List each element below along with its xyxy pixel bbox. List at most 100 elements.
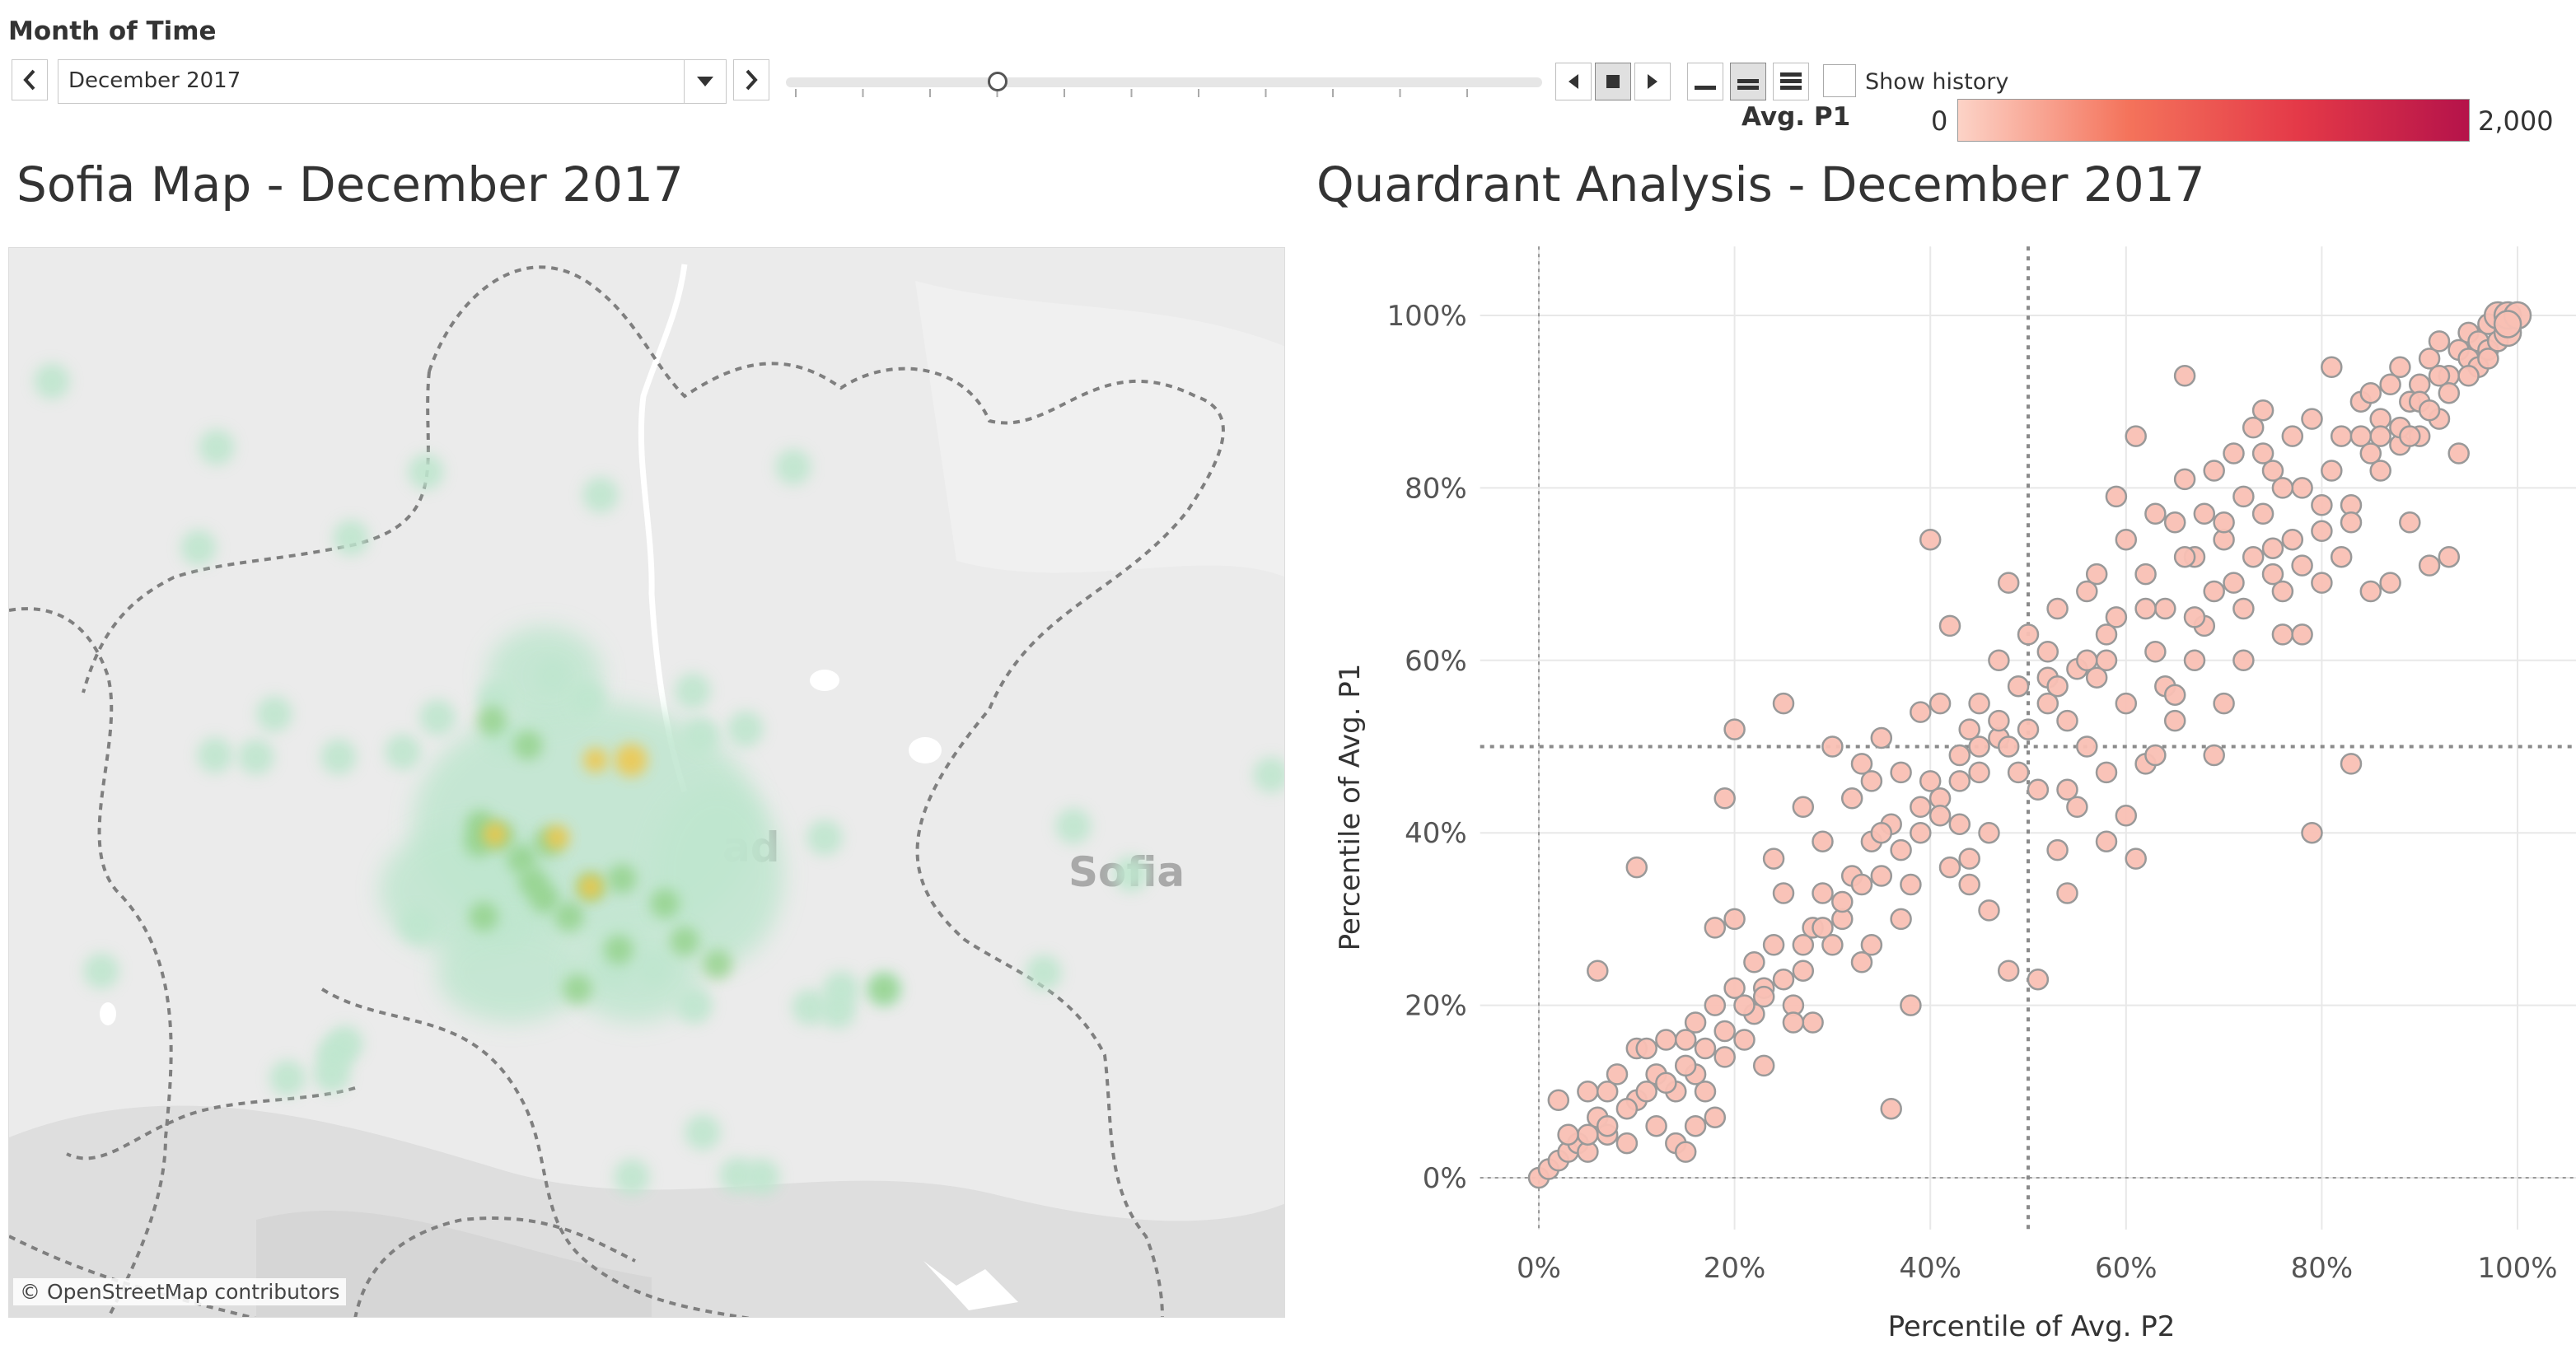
- scatter-point[interactable]: [1812, 882, 1834, 904]
- scatter-point[interactable]: [2311, 572, 2333, 594]
- scatter-point[interactable]: [1870, 726, 1893, 749]
- scatter-point[interactable]: [2359, 580, 2382, 603]
- scatter-point[interactable]: [2046, 597, 2069, 620]
- scatter-point[interactable]: [2359, 381, 2382, 404]
- scatter-point[interactable]: [1958, 847, 1980, 870]
- scatter-point[interactable]: [2036, 692, 2059, 715]
- scatter-point[interactable]: [2232, 485, 2255, 508]
- scatter-point[interactable]: [1694, 1081, 1717, 1103]
- scatter-point[interactable]: [2163, 511, 2186, 534]
- scatter-point[interactable]: [1900, 873, 1922, 896]
- scatter-point[interactable]: [1978, 821, 2000, 844]
- scatter-point[interactable]: [1978, 899, 2000, 922]
- scatter-point[interactable]: [2203, 580, 2225, 603]
- scatter-point[interactable]: [1772, 882, 1795, 904]
- map-canvas[interactable]: ad Sofia: [9, 248, 1285, 1318]
- scatter-point[interactable]: [2144, 744, 2167, 767]
- scatter-point[interactable]: [2291, 554, 2313, 577]
- scatter-point[interactable]: [2173, 468, 2196, 491]
- scatter-point[interactable]: [1910, 796, 1932, 819]
- scatter-point[interactable]: [2291, 623, 2313, 646]
- scatter-point[interactable]: [1968, 692, 1990, 715]
- scatter-point[interactable]: [1792, 959, 1815, 982]
- scatter-point[interactable]: [1821, 934, 1844, 956]
- scatter-point[interactable]: [2399, 511, 2421, 534]
- scatter-point[interactable]: [2046, 838, 2069, 861]
- scatter-point[interactable]: [2379, 572, 2401, 594]
- sofia-map[interactable]: ad Sofia: [8, 247, 1285, 1318]
- scatter-point[interactable]: [2125, 425, 2147, 447]
- previous-month-button[interactable]: [12, 59, 48, 100]
- scatter-point[interactable]: [1890, 761, 1912, 784]
- scatter-point[interactable]: [2379, 373, 2401, 396]
- scatter-point[interactable]: [2144, 502, 2167, 525]
- scatter-point[interactable]: [1988, 649, 2010, 672]
- scatter-point[interactable]: [2173, 365, 2196, 387]
- time-slider-handle[interactable]: [988, 72, 1008, 91]
- scatter-point[interactable]: [2007, 675, 2030, 698]
- scatter-point[interactable]: [2330, 425, 2353, 447]
- scatter-point[interactable]: [1870, 821, 1893, 844]
- scatter-point[interactable]: [2369, 425, 2391, 447]
- scatter-point[interactable]: [1821, 735, 1844, 758]
- scatter-point[interactable]: [1704, 994, 1727, 1016]
- scatter-point[interactable]: [1684, 1114, 1707, 1137]
- scatter-point[interactable]: [1762, 934, 1785, 956]
- scatter-point[interactable]: [2036, 641, 2059, 663]
- scatter-point[interactable]: [2418, 348, 2441, 370]
- speed-slow-button[interactable]: [1687, 63, 1723, 100]
- scatter-point[interactable]: [2027, 778, 2050, 801]
- scatter-point[interactable]: [1713, 1020, 1736, 1043]
- scatter-point[interactable]: [2007, 761, 2030, 784]
- scatter-point[interactable]: [2085, 563, 2108, 586]
- scatter-point[interactable]: [2271, 623, 2294, 646]
- scatter-point[interactable]: [2301, 821, 2323, 844]
- scatter-point[interactable]: [2046, 675, 2069, 698]
- scatter-point[interactable]: [1577, 1081, 1599, 1103]
- scatter-point[interactable]: [1812, 917, 1834, 939]
- scatter-point[interactable]: [2213, 511, 2235, 534]
- scatter-point[interactable]: [2251, 442, 2274, 465]
- scatter-point[interactable]: [1704, 917, 1727, 939]
- scatter-point[interactable]: [1694, 1037, 1717, 1060]
- scatter-point[interactable]: [1733, 994, 1756, 1016]
- scatter-point[interactable]: [2105, 485, 2128, 508]
- scatter-point[interactable]: [1752, 1054, 1775, 1077]
- speed-fast-button[interactable]: [1773, 63, 1809, 100]
- scatter-point[interactable]: [2223, 442, 2245, 465]
- scatter-point[interactable]: [2017, 718, 2040, 740]
- scatter-point[interactable]: [1958, 718, 1980, 740]
- scatter-point[interactable]: [1674, 1029, 1697, 1051]
- scatter-point[interactable]: [1948, 813, 1971, 835]
- scatter-point[interactable]: [2251, 399, 2274, 422]
- scatter-point[interactable]: [1723, 977, 1746, 999]
- play-backward-button[interactable]: [1555, 63, 1592, 100]
- scatter-point[interactable]: [2163, 709, 2186, 732]
- scatter-point[interactable]: [2213, 692, 2235, 715]
- scatter-point[interactable]: [1547, 1089, 1570, 1112]
- scatter-point[interactable]: [1625, 856, 1648, 879]
- scatter-point[interactable]: [1850, 753, 1873, 775]
- scatter-point[interactable]: [2340, 511, 2363, 534]
- scatter-point[interactable]: [2095, 761, 2118, 784]
- scatter-point[interactable]: [2066, 796, 2088, 819]
- scatter-point[interactable]: [2493, 310, 2522, 338]
- scatter-point[interactable]: [1997, 735, 2020, 758]
- scatter-point[interactable]: [1840, 787, 1863, 810]
- scatter-chart[interactable]: 0% 20% 40% 60% 80% 100% 0% 20% 40% 60% 80% 100% Pe…: [1318, 239, 2576, 1367]
- scatter-point[interactable]: [2076, 649, 2098, 672]
- scatter-point[interactable]: [1890, 908, 1912, 931]
- scatter-point[interactable]: [2418, 399, 2441, 422]
- scatter-point[interactable]: [1782, 1011, 1805, 1034]
- scatter-point[interactable]: [1772, 692, 1795, 715]
- month-select[interactable]: December 2017: [58, 59, 727, 104]
- scatter-point[interactable]: [1850, 873, 1873, 896]
- scatter-point[interactable]: [2321, 460, 2343, 482]
- scatter-point[interactable]: [2105, 606, 2128, 628]
- scatter-point[interactable]: [2271, 580, 2294, 603]
- scatter-point[interactable]: [2447, 442, 2470, 465]
- scatter-point[interactable]: [2056, 709, 2078, 732]
- scatter-point[interactable]: [2399, 425, 2421, 447]
- scatter-point[interactable]: [1723, 908, 1746, 931]
- scatter-point[interactable]: [1988, 709, 2010, 732]
